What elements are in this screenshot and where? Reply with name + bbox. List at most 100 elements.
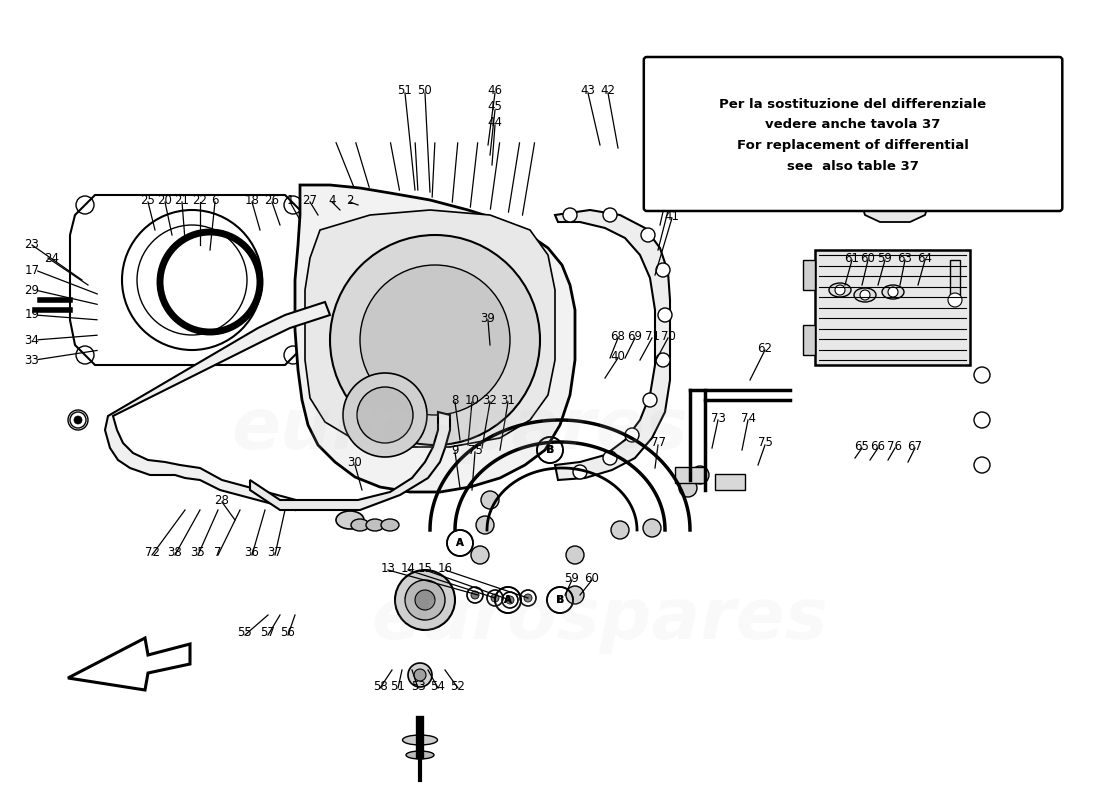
Text: 2: 2 [346, 194, 354, 206]
Circle shape [74, 416, 82, 424]
Circle shape [679, 479, 697, 497]
Text: 36: 36 [244, 546, 260, 559]
Text: 17: 17 [24, 263, 40, 277]
Text: 33: 33 [24, 354, 40, 366]
Circle shape [641, 228, 654, 242]
Text: 74: 74 [740, 411, 756, 425]
FancyBboxPatch shape [715, 474, 745, 490]
Text: 35: 35 [190, 546, 206, 559]
Text: For replacement of differential: For replacement of differential [737, 139, 969, 153]
Ellipse shape [381, 519, 399, 531]
Text: eurospares: eurospares [372, 586, 828, 654]
Text: 48: 48 [652, 121, 668, 134]
Text: 24: 24 [44, 251, 59, 265]
Text: B: B [546, 445, 554, 455]
FancyBboxPatch shape [644, 57, 1063, 211]
Text: 69: 69 [627, 330, 642, 342]
Circle shape [395, 570, 455, 630]
Text: 55: 55 [238, 626, 252, 639]
Text: 32: 32 [483, 394, 497, 406]
Text: 39: 39 [481, 311, 495, 325]
Text: 3: 3 [669, 186, 675, 199]
Ellipse shape [854, 288, 876, 302]
Circle shape [658, 308, 672, 322]
Text: 51: 51 [397, 83, 412, 97]
Text: 49: 49 [662, 103, 678, 117]
Text: 47: 47 [664, 141, 680, 154]
Circle shape [625, 428, 639, 442]
Text: vedere anche tavola 37: vedere anche tavola 37 [766, 118, 940, 130]
FancyBboxPatch shape [950, 260, 960, 295]
Circle shape [524, 594, 532, 602]
Polygon shape [68, 638, 190, 690]
Circle shape [644, 519, 661, 537]
Text: 56: 56 [280, 626, 296, 639]
Text: B: B [556, 595, 564, 605]
Text: 59: 59 [564, 571, 580, 585]
Circle shape [656, 263, 670, 277]
Polygon shape [104, 302, 330, 510]
Text: 59: 59 [878, 251, 892, 265]
Text: 46: 46 [487, 83, 503, 97]
Text: 45: 45 [487, 101, 503, 114]
Text: 76: 76 [888, 439, 902, 453]
Circle shape [566, 586, 584, 604]
Circle shape [471, 546, 490, 564]
Text: 42: 42 [601, 83, 616, 97]
Circle shape [974, 412, 990, 428]
Text: 8: 8 [451, 394, 459, 406]
Text: 16: 16 [438, 562, 452, 574]
Circle shape [414, 669, 426, 681]
Text: 15: 15 [418, 562, 432, 574]
Text: 75: 75 [758, 437, 772, 450]
Circle shape [610, 521, 629, 539]
Text: 4: 4 [328, 194, 336, 206]
Circle shape [476, 516, 494, 534]
Ellipse shape [882, 285, 904, 299]
Text: 58: 58 [373, 679, 387, 693]
Text: 52: 52 [451, 679, 465, 693]
Circle shape [603, 451, 617, 465]
Text: B: B [547, 445, 553, 455]
Text: 54: 54 [430, 679, 446, 693]
Circle shape [491, 594, 499, 602]
Text: 21: 21 [175, 194, 189, 206]
Circle shape [656, 353, 670, 367]
Circle shape [343, 373, 427, 457]
Text: 60: 60 [584, 571, 600, 585]
Polygon shape [556, 210, 670, 480]
Text: 44: 44 [487, 115, 503, 129]
Text: 64: 64 [917, 251, 933, 265]
Text: A: A [504, 595, 512, 605]
Text: 19: 19 [24, 309, 40, 322]
Text: 63: 63 [898, 251, 912, 265]
Text: 26: 26 [264, 194, 279, 206]
Circle shape [888, 287, 898, 297]
Text: 41: 41 [664, 210, 680, 223]
Text: 73: 73 [711, 411, 725, 425]
Text: 65: 65 [855, 439, 869, 453]
Text: eurospares: eurospares [232, 395, 689, 465]
Text: see  also table 37: see also table 37 [788, 159, 918, 173]
Circle shape [974, 457, 990, 473]
Ellipse shape [351, 519, 369, 531]
Ellipse shape [403, 735, 438, 745]
Text: 25: 25 [141, 194, 155, 206]
Circle shape [415, 590, 434, 610]
Text: B: B [557, 595, 563, 605]
Circle shape [691, 466, 710, 484]
Text: 34: 34 [24, 334, 40, 346]
Text: 50: 50 [418, 83, 432, 97]
Circle shape [860, 290, 870, 300]
Text: 23: 23 [24, 238, 40, 251]
Text: 60: 60 [860, 251, 876, 265]
Text: 6: 6 [211, 194, 219, 206]
Text: 14: 14 [400, 562, 416, 574]
Text: 37: 37 [267, 546, 283, 559]
Text: A: A [456, 538, 464, 548]
Polygon shape [250, 412, 450, 510]
Circle shape [408, 663, 432, 687]
Text: 1: 1 [286, 194, 294, 206]
Circle shape [481, 491, 499, 509]
Text: 31: 31 [500, 394, 516, 406]
